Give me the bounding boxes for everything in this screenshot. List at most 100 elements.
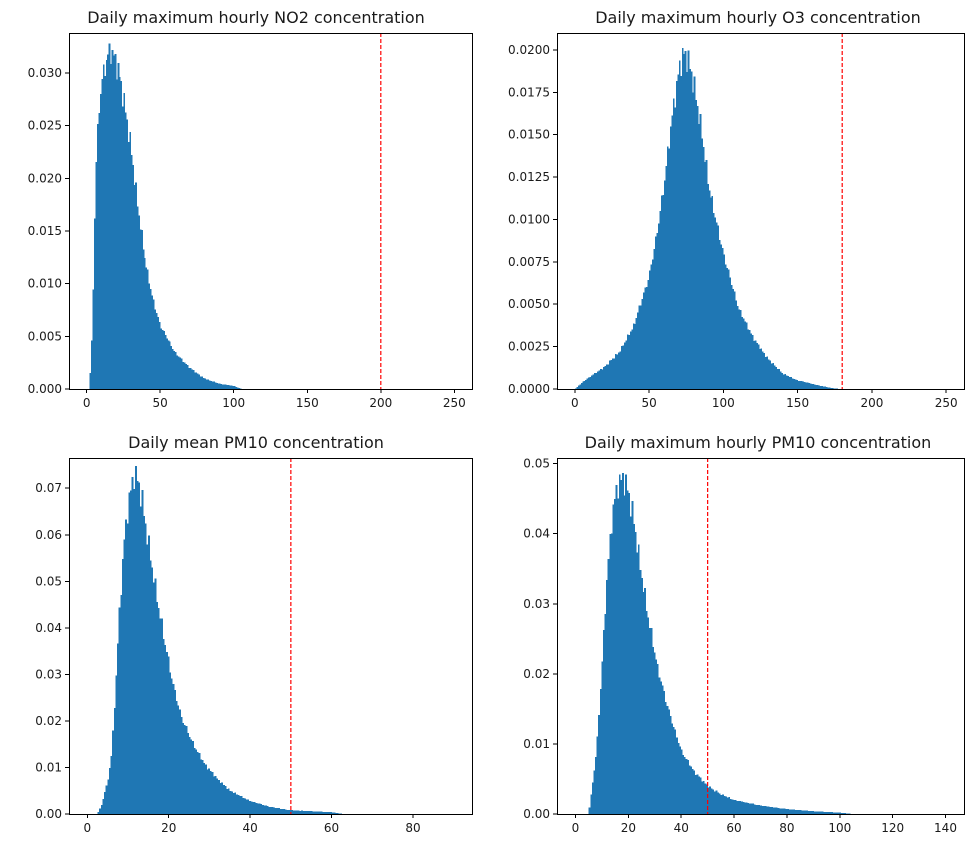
histogram-bar — [296, 810, 299, 814]
histogram-bar — [169, 672, 172, 814]
histogram-bar — [763, 806, 765, 814]
histogram-bar — [713, 791, 716, 814]
histogram-bar — [785, 809, 788, 814]
histogram-bar — [829, 812, 832, 814]
histogram-bar — [816, 385, 819, 389]
histogram-bar — [747, 329, 749, 389]
histogram-bar — [330, 812, 333, 814]
histogram-bar — [658, 223, 660, 389]
histogram-bar — [158, 322, 161, 389]
histogram-bar — [174, 689, 176, 814]
histogram-bar — [701, 138, 703, 389]
histogram-bar — [129, 132, 132, 389]
histogram-bar — [591, 782, 594, 814]
histogram-bar — [738, 309, 740, 389]
x-tick-label: 20 — [161, 821, 176, 835]
y-tick-label: 0.00 — [523, 807, 550, 821]
histogram-bar — [623, 342, 626, 389]
histogram-bar — [733, 799, 735, 814]
histogram-bar — [610, 360, 613, 389]
histogram-bar — [114, 53, 117, 389]
histogram-bar — [809, 810, 811, 814]
histogram-bar — [672, 98, 675, 390]
histogram-bar — [141, 229, 143, 389]
histogram-bar — [143, 516, 145, 814]
histogram-bar — [773, 365, 776, 389]
histogram-bar — [154, 309, 157, 389]
y-tick-label: 0.025 — [28, 119, 62, 133]
histogram-bar — [693, 76, 696, 389]
histogram-bar — [782, 374, 785, 389]
histogram-bar — [322, 811, 325, 814]
histogram-bar — [680, 76, 683, 390]
y-tick-label: 0.0000 — [508, 382, 550, 396]
histogram-bar — [146, 544, 149, 814]
histogram-bar — [266, 806, 269, 814]
histogram-bar — [739, 309, 742, 389]
histogram-bar — [98, 112, 101, 389]
histogram-bar — [660, 681, 662, 814]
histogram-bar — [302, 810, 305, 814]
histogram-bar — [625, 474, 628, 814]
y-axis-ticks: 0.000 0.005 0.010 0.015 0.020 0.025 0.030 — [28, 66, 69, 396]
histogram-bar — [759, 349, 761, 389]
histogram-bar — [620, 479, 623, 814]
histogram-bar — [607, 364, 610, 389]
histogram-bar — [333, 812, 336, 814]
histogram-bar — [206, 769, 209, 814]
histogram-bar — [177, 356, 180, 389]
chart-o3-daily-max: Daily maximum hourly O3 concentration 0 5… — [508, 8, 965, 410]
histogram-bar — [204, 378, 207, 389]
histogram-bar — [91, 340, 93, 389]
histogram-bar — [796, 809, 799, 814]
histogram-bar — [641, 577, 643, 814]
histogram-bar — [806, 382, 809, 389]
histogram-bar — [174, 351, 177, 389]
histogram-bar — [823, 811, 826, 814]
histogram-bar — [222, 785, 225, 814]
histogram-bar — [604, 366, 607, 389]
histogram-bar — [687, 50, 690, 390]
histogram-bar — [292, 810, 295, 814]
histogram-bar — [675, 81, 678, 390]
histogram-bar — [764, 356, 767, 389]
histogram-bar — [195, 749, 198, 814]
histogram-bar — [656, 663, 659, 814]
histogram-bar — [626, 334, 629, 389]
histogram-bar — [92, 289, 95, 389]
chart-title: Daily mean PM10 concentration — [128, 433, 384, 452]
histogram-bar — [102, 798, 105, 814]
histogram-bar — [186, 364, 189, 389]
y-tick-label: 0.0100 — [508, 212, 550, 226]
histogram-bar — [141, 490, 144, 814]
histogram-bars — [97, 466, 344, 814]
histogram-bar — [121, 559, 124, 814]
histogram-bar — [588, 377, 590, 389]
histogram-bar — [799, 810, 802, 814]
histogram-bar — [692, 92, 694, 389]
histogram-bar — [632, 323, 635, 389]
histogram-bar — [331, 812, 334, 814]
histogram-bar — [653, 248, 656, 389]
chart-title: Daily maximum hourly NO2 concentration — [87, 8, 425, 27]
histogram-bar — [219, 383, 221, 389]
histogram-bar — [236, 387, 239, 389]
histogram-bar — [261, 804, 264, 814]
y-tick-label: 0.06 — [35, 528, 62, 542]
histogram-bar — [788, 376, 791, 389]
histogram-bar — [638, 305, 641, 389]
histogram-bar — [211, 772, 214, 814]
histogram-bar — [707, 183, 709, 389]
histogram-bar — [208, 768, 211, 814]
histogram-bar — [144, 523, 147, 814]
histogram-bar — [198, 752, 201, 814]
histogram-bar — [304, 810, 307, 814]
histogram-bar — [602, 630, 605, 814]
histogram-bar — [805, 382, 807, 389]
histogram-bar — [756, 805, 759, 814]
histogram-bar — [95, 162, 98, 389]
histogram-bar — [825, 387, 828, 389]
histogram-bar — [715, 222, 718, 389]
histogram-bar — [169, 341, 171, 389]
histogram-bar — [679, 746, 681, 814]
